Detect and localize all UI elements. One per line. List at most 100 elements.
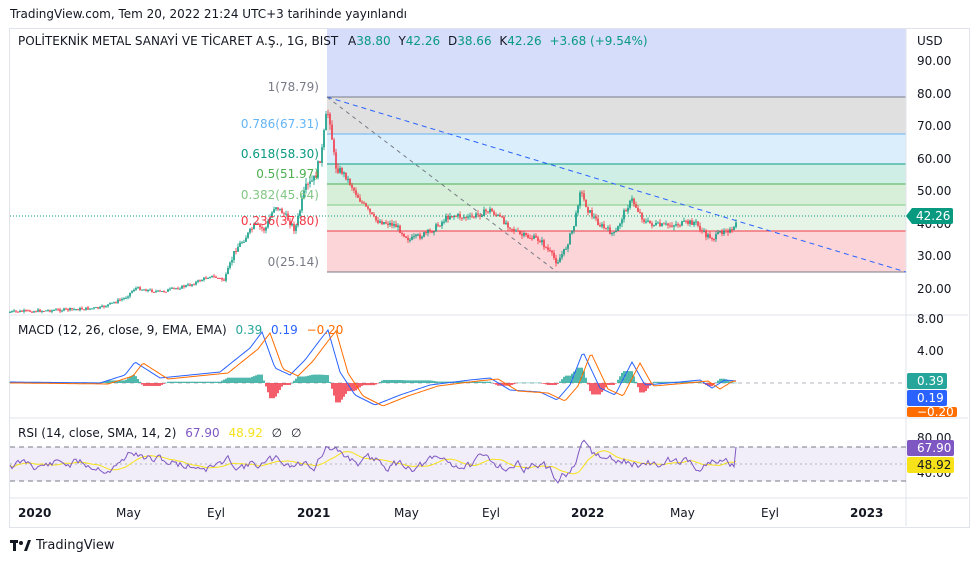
candle-body	[169, 288, 171, 290]
candle-body	[29, 310, 31, 312]
candle-body	[153, 291, 155, 293]
macd-hist-bar	[171, 381, 173, 383]
trendline-blue[interactable]	[326, 96, 907, 273]
candle-body	[443, 221, 445, 223]
macd-hist-bar	[239, 377, 241, 383]
candle-body	[291, 223, 293, 226]
time-tick: Eyl	[761, 506, 780, 520]
candle-body	[221, 278, 223, 280]
candle-body	[393, 224, 395, 226]
candle-body	[129, 292, 131, 297]
macd-hist-bar	[105, 380, 107, 383]
candle-body	[215, 276, 217, 278]
candle-body	[103, 305, 105, 308]
macd-hist-bar	[367, 383, 369, 386]
macd-hist-bar	[597, 383, 599, 395]
macd-hist-bar	[265, 383, 267, 387]
candle-body	[621, 219, 623, 224]
macd-hist-bar	[637, 383, 639, 388]
candle-body	[67, 308, 69, 311]
candle-body	[673, 225, 675, 227]
candle-body	[33, 311, 35, 313]
candle-body	[539, 240, 541, 243]
candle-body	[651, 223, 653, 226]
macd-hist-bar	[501, 383, 503, 386]
candle-body	[619, 223, 621, 227]
macd-hist-tag: 0.39	[907, 373, 947, 389]
open-label: A	[348, 34, 357, 48]
candle-body	[665, 223, 667, 225]
macd-hist-bar	[139, 381, 141, 383]
macd-hist-bar	[413, 380, 415, 383]
macd-hist-bar	[169, 381, 171, 383]
macd-hist-bar	[345, 383, 347, 394]
fib-label-0382: 0.382(45.64)	[240, 188, 319, 202]
macd-hist-bar	[421, 380, 423, 383]
candle-body	[433, 231, 435, 233]
candle-body	[159, 290, 161, 292]
macd-hist-bar	[129, 376, 131, 383]
macd-hist-bar	[333, 383, 335, 396]
fib-label-0: 0(25.14)	[267, 255, 319, 269]
macd-hist-bar	[513, 383, 515, 385]
macd-hist-bar	[701, 382, 703, 384]
candle-body	[235, 251, 237, 253]
candle-body	[327, 113, 329, 115]
macd-hist-bar	[415, 380, 417, 383]
macd-hist-bar	[613, 383, 615, 385]
candle-body	[323, 130, 325, 148]
macd-hist-bar	[439, 381, 441, 383]
macd-hist-bar	[561, 379, 563, 383]
candle-body	[669, 225, 671, 227]
candle-body	[403, 233, 405, 237]
candle-body	[217, 277, 219, 279]
macd-hist-bar	[625, 371, 627, 383]
candle-body	[397, 225, 399, 228]
macd-hist-bar	[109, 380, 111, 383]
macd-hist-bar	[495, 383, 497, 385]
candle-body	[287, 213, 289, 221]
macd-hist-bar	[335, 383, 337, 403]
candle-body	[607, 227, 609, 229]
candle-body	[547, 247, 549, 250]
candle-body	[273, 209, 275, 213]
rsi-extra-1: ∅	[271, 426, 283, 440]
candle-body	[167, 289, 169, 292]
candle-body	[385, 222, 387, 224]
macd-signal-line	[10, 329, 737, 407]
macd-hist-bar	[271, 383, 273, 399]
candle-body	[585, 199, 587, 208]
candle-body	[205, 277, 207, 279]
candle-body	[395, 224, 397, 228]
macd-hist-bar	[269, 383, 271, 399]
macd-hist-bar	[577, 367, 579, 383]
candle-body	[557, 262, 559, 264]
footer-brand[interactable]: TradingView	[10, 538, 115, 553]
candle-body	[587, 207, 589, 213]
macd-hist-bar	[549, 383, 551, 385]
macd-hist-bar	[525, 382, 527, 384]
candle-body	[155, 291, 157, 293]
candle-body	[629, 200, 631, 208]
candle-body	[615, 230, 617, 232]
candle-body	[17, 311, 19, 313]
macd-hist-bar	[721, 378, 723, 383]
candle-body	[711, 238, 713, 240]
candle-body	[709, 234, 711, 239]
candle-body	[661, 223, 663, 227]
rsi-legend[interactable]: RSI (14, close, SMA, 14, 2) 67.90 48.92 …	[18, 426, 301, 440]
candle-body	[623, 210, 625, 220]
candle-body	[101, 305, 103, 307]
candle-body	[707, 234, 709, 238]
macd-legend[interactable]: MACD (12, 26, close, 9, EMA, EMA) 0.39 0…	[18, 323, 343, 337]
macd-hist-bar	[383, 379, 385, 383]
symbol-legend[interactable]: POLİTEKNİK METAL SANAYİ VE TİCARET A.Ş.,…	[18, 34, 648, 48]
candlestick-series[interactable]	[9, 109, 737, 314]
candle-body	[367, 206, 369, 209]
macd-hist-bar	[391, 379, 393, 383]
candle-body	[693, 222, 695, 225]
macd-hist-bar	[283, 383, 285, 385]
fib-trendline[interactable]	[326, 96, 558, 273]
candle-body	[57, 309, 59, 311]
